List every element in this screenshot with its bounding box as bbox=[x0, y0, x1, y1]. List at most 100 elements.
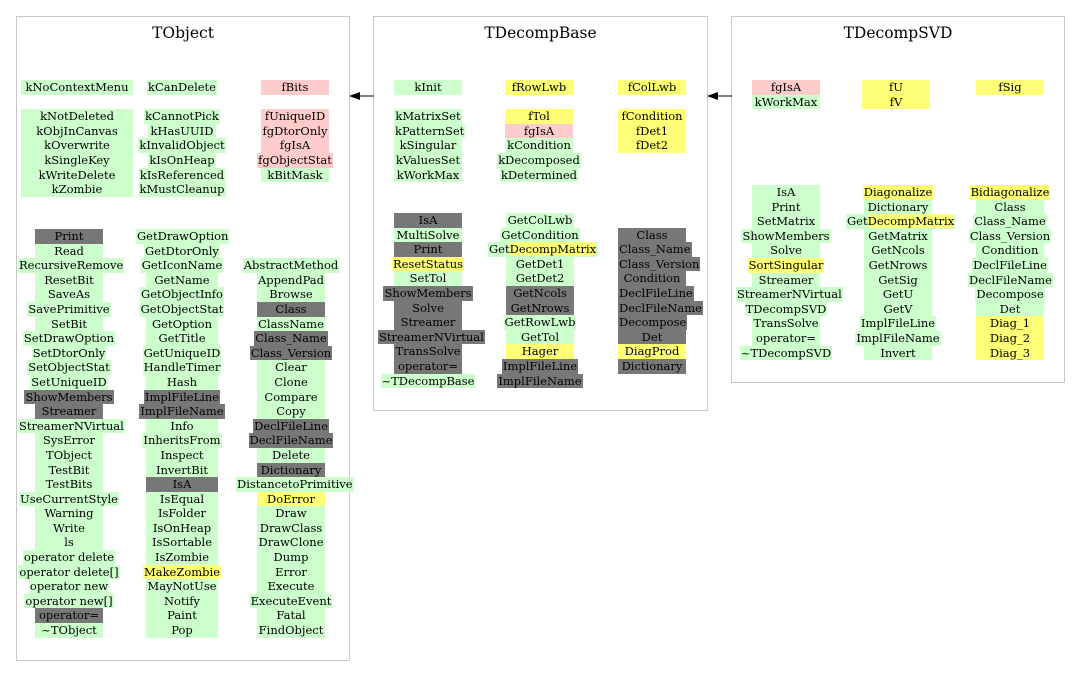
member-print[interactable]: Print bbox=[35, 229, 103, 244]
member-frowlwb[interactable]: fRowLwb bbox=[505, 80, 573, 95]
member-fcollwb[interactable]: fColLwb bbox=[618, 80, 686, 95]
member-fv[interactable]: fV bbox=[862, 94, 930, 110]
member-sortsingular[interactable]: SortSingular bbox=[747, 257, 825, 273]
member-getncols[interactable]: GetNcols bbox=[506, 285, 574, 301]
member-ksingular[interactable]: kSingular bbox=[394, 138, 462, 153]
member-fdet1[interactable]: fDet1 bbox=[618, 123, 686, 139]
member-invertbit[interactable]: InvertBit bbox=[146, 462, 218, 478]
member-testbits[interactable]: TestBits bbox=[35, 477, 103, 492]
member-class-name[interactable]: Class_Name bbox=[618, 242, 692, 257]
member-declfilename[interactable]: DeclFileName bbox=[248, 433, 334, 448]
member-fgdtoronly[interactable]: fgDtorOnly bbox=[261, 123, 329, 139]
member-implfilename[interactable]: ImplFileName bbox=[497, 373, 583, 389]
member-operator-new[interactable]: operator new[] bbox=[24, 593, 114, 609]
member-tdecompbase[interactable]: ~TDecompBase bbox=[380, 373, 476, 389]
member-kworkmax[interactable]: kWorkMax bbox=[752, 94, 820, 110]
member-setdrawoption[interactable]: SetDrawOption bbox=[22, 331, 116, 346]
member-showmembers[interactable]: ShowMembers bbox=[383, 285, 473, 301]
member-inheritsfrom[interactable]: InheritsFrom bbox=[142, 433, 222, 448]
member-ftol[interactable]: fTol bbox=[505, 109, 573, 124]
member-kcannotpick[interactable]: kCannotPick bbox=[144, 109, 220, 124]
member-condition[interactable]: Condition bbox=[618, 271, 686, 286]
member-operator[interactable]: operator= bbox=[394, 358, 462, 374]
member-getoption[interactable]: GetOption bbox=[146, 316, 218, 332]
member-execute[interactable]: Execute bbox=[257, 579, 325, 594]
member-copy[interactable]: Copy bbox=[257, 404, 325, 419]
member-dictionary[interactable]: Dictionary bbox=[618, 358, 686, 374]
member-diagonalize[interactable]: Diagonalize bbox=[862, 185, 934, 200]
member-det[interactable]: Det bbox=[976, 301, 1044, 317]
member-fgisa[interactable]: fgIsA bbox=[261, 138, 329, 153]
member-declfileline[interactable]: DeclFileLine bbox=[972, 257, 1048, 273]
member-decompose[interactable]: Decompose bbox=[618, 315, 688, 330]
member-isa[interactable]: IsA bbox=[394, 213, 462, 228]
member-getsig[interactable]: GetSig bbox=[864, 272, 932, 288]
member-syserror[interactable]: SysError bbox=[35, 433, 103, 448]
member-showmembers[interactable]: ShowMembers bbox=[741, 228, 831, 244]
member-dump[interactable]: Dump bbox=[257, 550, 325, 565]
member-browse[interactable]: Browse bbox=[257, 287, 325, 302]
member-read[interactable]: Read bbox=[35, 243, 103, 259]
member-findobject[interactable]: FindObject bbox=[257, 623, 325, 638]
member-iszombie[interactable]: IsZombie bbox=[146, 550, 218, 565]
member-condition[interactable]: Condition bbox=[976, 243, 1044, 258]
member-clone[interactable]: Clone bbox=[257, 374, 325, 390]
member-getmatrix[interactable]: GetMatrix bbox=[864, 228, 932, 244]
member-dictionary[interactable]: Dictionary bbox=[864, 199, 932, 215]
member-hager[interactable]: Hager bbox=[506, 344, 574, 359]
member-kzombie[interactable]: kZombie bbox=[21, 182, 133, 197]
member-fgisa[interactable]: fgIsA bbox=[752, 80, 820, 95]
member-info[interactable]: Info bbox=[146, 418, 218, 434]
member-declfileline[interactable]: DeclFileLine bbox=[253, 418, 329, 434]
member-operator-new[interactable]: operator new bbox=[28, 579, 110, 594]
member-kdetermined[interactable]: kDetermined bbox=[499, 167, 579, 183]
member-tdecompsvd[interactable]: TDecompSVD bbox=[744, 301, 828, 317]
member-gettol[interactable]: GetTol bbox=[506, 329, 574, 345]
member-isfolder[interactable]: IsFolder bbox=[146, 506, 218, 521]
member-streamernvirtual[interactable]: StreamerNVirtual bbox=[378, 329, 485, 345]
member-setdtoronly[interactable]: SetDtorOnly bbox=[31, 345, 107, 361]
member-setmatrix[interactable]: SetMatrix bbox=[752, 214, 820, 229]
member-kpatternset[interactable]: kPatternSet bbox=[394, 123, 466, 139]
member-solve[interactable]: Solve bbox=[394, 300, 462, 316]
member-getdrawoption[interactable]: GetDrawOption bbox=[136, 229, 230, 244]
member-appendpad[interactable]: AppendPad bbox=[256, 272, 326, 288]
member-implfilename[interactable]: ImplFileName bbox=[139, 404, 225, 419]
member-fgisa[interactable]: fgIsA bbox=[505, 123, 573, 139]
member-geticonname[interactable]: GetIconName bbox=[140, 258, 224, 273]
member-isequal[interactable]: IsEqual bbox=[146, 491, 218, 507]
member-fbits[interactable]: fBits bbox=[261, 80, 329, 95]
member-usecurrentstyle[interactable]: UseCurrentStyle bbox=[19, 491, 119, 507]
member-pop[interactable]: Pop bbox=[146, 623, 218, 638]
member-getdtoronly[interactable]: GetDtorOnly bbox=[144, 243, 220, 259]
member-diag-3[interactable]: Diag_3 bbox=[976, 345, 1044, 361]
member-maynotuse[interactable]: MayNotUse bbox=[146, 579, 218, 594]
member-declfileline[interactable]: DeclFileLine bbox=[618, 285, 694, 301]
member-streamer[interactable]: Streamer bbox=[394, 315, 462, 330]
member-getcollwb[interactable]: GetColLwb bbox=[506, 213, 574, 228]
member-getdet2[interactable]: GetDet2 bbox=[506, 271, 574, 286]
member-tobject[interactable]: ~TObject bbox=[35, 623, 103, 638]
member-solve[interactable]: Solve bbox=[752, 243, 820, 258]
member-multisolve[interactable]: MultiSolve bbox=[394, 227, 462, 243]
member-operator[interactable]: operator= bbox=[752, 330, 820, 346]
member-fdet2[interactable]: fDet2 bbox=[618, 138, 686, 153]
member-tobject[interactable]: TObject bbox=[35, 447, 103, 463]
member-implfilename[interactable]: ImplFileName bbox=[855, 330, 941, 346]
member-operator-delete[interactable]: operator delete[] bbox=[18, 564, 120, 580]
member-class[interactable]: Class bbox=[257, 301, 325, 317]
member-kvaluesset[interactable]: kValuesSet bbox=[394, 152, 462, 168]
member-drawclone[interactable]: DrawClone bbox=[257, 535, 325, 551]
member-error[interactable]: Error bbox=[257, 564, 325, 580]
member-ksinglekey[interactable]: kSingleKey bbox=[21, 152, 133, 168]
member-getncols[interactable]: GetNcols bbox=[864, 243, 932, 258]
member-declfilename[interactable]: DeclFileName bbox=[618, 300, 703, 316]
member-diagprod[interactable]: DiagProd bbox=[618, 344, 686, 359]
member-isa[interactable]: IsA bbox=[146, 477, 218, 492]
member-paint[interactable]: Paint bbox=[146, 608, 218, 624]
member-kmatrixset[interactable]: kMatrixSet bbox=[394, 109, 462, 124]
member-getname[interactable]: GetName bbox=[146, 272, 218, 288]
member-drawclass[interactable]: DrawClass bbox=[257, 520, 325, 536]
member-streamer[interactable]: Streamer bbox=[752, 272, 820, 288]
member-setbit[interactable]: SetBit bbox=[35, 316, 103, 332]
